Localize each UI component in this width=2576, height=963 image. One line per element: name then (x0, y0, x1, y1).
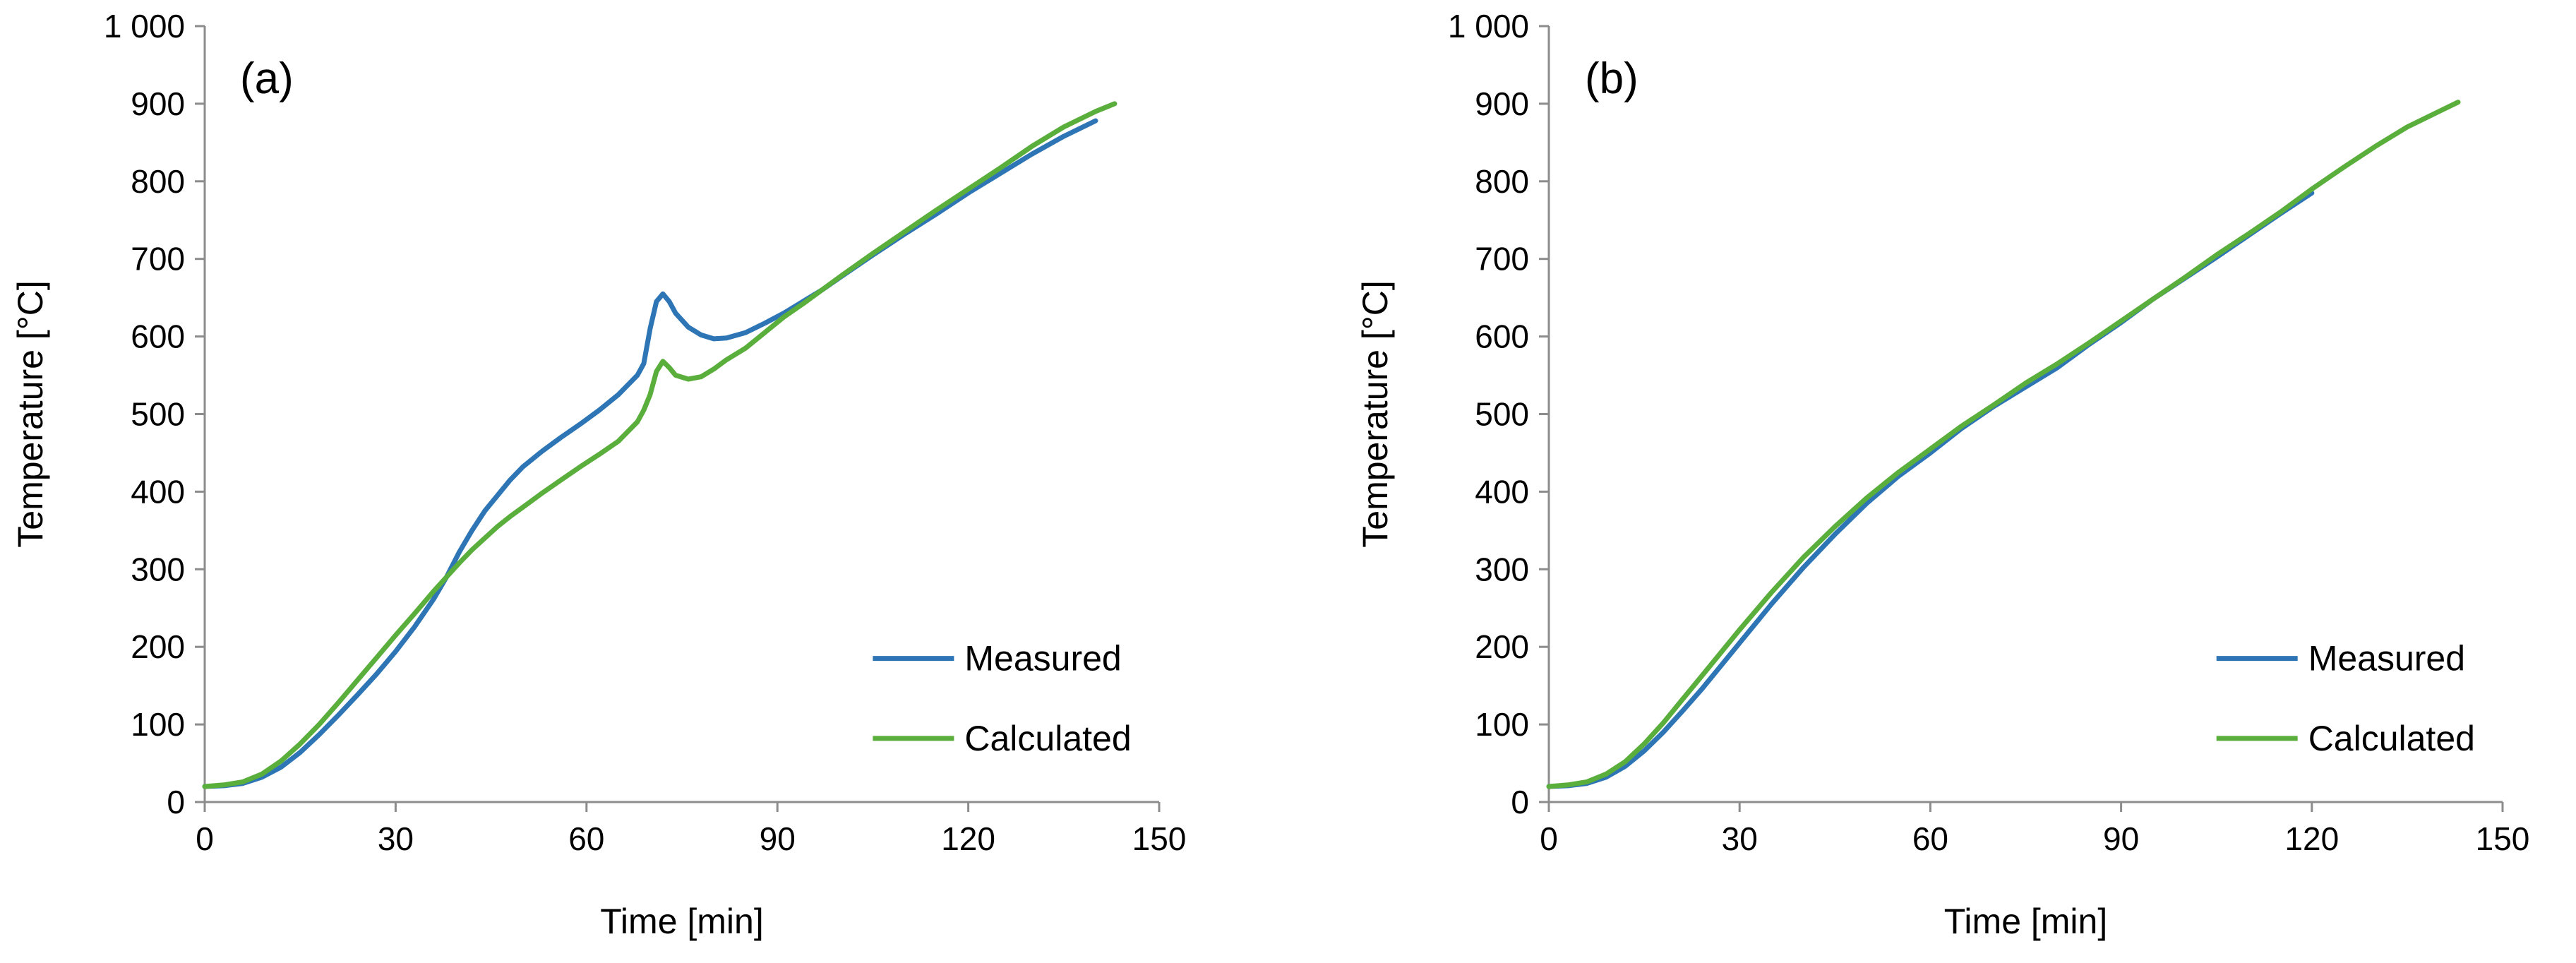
legend-label: Calculated (2308, 719, 2475, 758)
y-tick-label: 900 (1475, 85, 1529, 122)
y-tick-label: 0 (167, 784, 185, 820)
series-measured (202, 118, 1098, 789)
y-tick-label: 600 (1475, 318, 1529, 355)
series-line-calculated (202, 101, 1118, 789)
x-tick-label: 120 (2284, 820, 2339, 857)
series-line-measured (202, 118, 1098, 789)
chart-panel-b: 0 100 200 300 400 500 600 700 800 900 1 000 0 30 60 90… (1355, 8, 2529, 941)
legend-item-calculated: Calculated (873, 719, 1132, 758)
x-tick-label: 0 (1540, 820, 1558, 857)
y-tick-label: 800 (131, 163, 185, 200)
x-tick-label: 150 (1132, 820, 1187, 857)
y-tick-label: 300 (1475, 551, 1529, 587)
legend-label: Measured (2308, 639, 2465, 678)
x-tick-label: 120 (941, 820, 995, 857)
x-tick-label: 90 (760, 820, 796, 857)
y-tick-label: 400 (1475, 473, 1529, 510)
legend-label: Measured (964, 639, 1121, 678)
series-line-calculated (1546, 100, 2461, 789)
series-line-measured (1546, 190, 2315, 789)
y-tick-label: 200 (131, 628, 185, 665)
legend-item-measured: Measured (873, 639, 1122, 678)
x-tick-label: 90 (2103, 820, 2139, 857)
y-tick-label: 200 (1475, 628, 1529, 665)
y-tick-label: 1 000 (104, 8, 185, 44)
y-tick-label: 100 (131, 706, 185, 743)
panel-label: (b) (1585, 54, 1639, 103)
y-axis-title: Temperature [°C] (11, 280, 50, 547)
y-tick-label: 500 (1475, 396, 1529, 433)
y-tick-label: 700 (131, 241, 185, 277)
chart-panel-a: 0 100 200 300 400 500 600 700 800 900 1 000 0 30 60 90… (11, 8, 1186, 941)
x-tick-label: 60 (568, 820, 604, 857)
x-axis-title: Time [min] (1944, 902, 2108, 941)
legend-item-calculated: Calculated (2216, 719, 2475, 758)
y-tick-label: 300 (131, 551, 185, 587)
y-tick-label: 600 (131, 318, 185, 355)
y-tick-label: 400 (131, 473, 185, 510)
y-tick-label: 1 000 (1448, 8, 1529, 44)
y-axis-title: Temperature [°C] (1355, 280, 1395, 547)
x-axis-title: Time [min] (600, 902, 764, 941)
x-tick-label: 60 (1912, 820, 1948, 857)
legend-label: Calculated (964, 719, 1131, 758)
y-tick-label: 800 (1475, 163, 1529, 200)
y-tick-label: 900 (131, 85, 185, 122)
series-calculated (1546, 100, 2461, 789)
legend-item-measured: Measured (2216, 639, 2465, 678)
series-measured (1546, 190, 2315, 789)
x-tick-label: 0 (196, 820, 214, 857)
x-tick-label: 30 (1722, 820, 1758, 857)
x-tick-label: 150 (2476, 820, 2530, 857)
series-calculated (202, 101, 1118, 789)
y-tick-label: 700 (1475, 241, 1529, 277)
y-tick-label: 0 (1511, 784, 1529, 820)
y-tick-label: 500 (131, 396, 185, 433)
y-tick-label: 100 (1475, 706, 1529, 743)
x-tick-label: 30 (378, 820, 414, 857)
panel-label: (a) (240, 54, 294, 103)
